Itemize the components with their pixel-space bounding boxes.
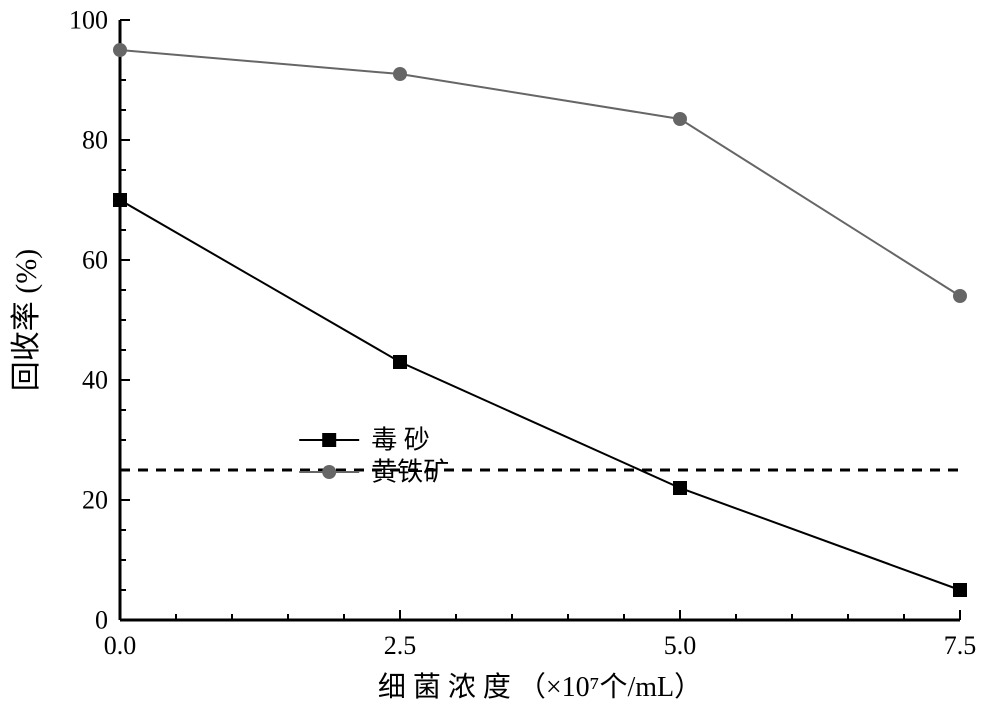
series-marker: [953, 289, 967, 303]
y-tick-label: 60: [82, 246, 108, 275]
y-tick-label: 40: [82, 366, 108, 395]
y-tick-label: 20: [82, 486, 108, 515]
series-marker: [673, 481, 687, 495]
series-marker: [673, 112, 687, 126]
x-tick-label: 7.5: [944, 631, 977, 660]
series-marker: [113, 43, 127, 57]
legend-label: 毒 砂: [371, 426, 430, 455]
y-tick-label: 80: [82, 126, 108, 155]
series-marker: [393, 355, 407, 369]
x-axis-label: 细 菌 浓 度 （×10⁷个/mL）: [378, 671, 702, 703]
series-marker: [113, 193, 127, 207]
x-tick-label: 2.5: [384, 631, 417, 660]
y-tick-label: 0: [95, 606, 108, 635]
legend-label: 黄铁矿: [371, 458, 449, 487]
line-chart: 0.0 2.5 5.0 7.5 0 20 40 60 80 100 毒 砂黄铁矿细 菌 浓 度 （×…: [0, 0, 1000, 709]
y-tick-label: 100: [69, 6, 108, 35]
x-tick-label: 5.0: [664, 631, 697, 660]
chart-container: 0.0 2.5 5.0 7.5 0 20 40 60 80 100 毒 砂黄铁矿细 菌 浓 度 （×…: [0, 0, 1000, 709]
y-axis-label: 回收率 (%): [10, 249, 43, 391]
x-tick-label: 0.0: [104, 631, 137, 660]
series-marker: [393, 67, 407, 81]
series-marker: [953, 583, 967, 597]
